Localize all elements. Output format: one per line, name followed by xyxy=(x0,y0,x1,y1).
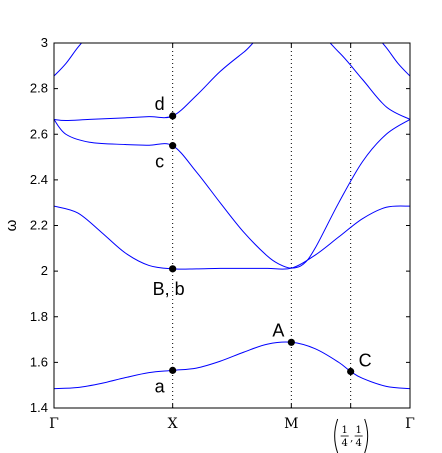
x-tick-label: X xyxy=(168,416,178,432)
point-label: B, b xyxy=(153,279,185,299)
marker-point xyxy=(287,338,295,346)
band-curve-2 xyxy=(54,205,410,270)
marker-point xyxy=(347,367,355,376)
y-tick-label: 1.8 xyxy=(30,309,48,324)
y-tick-label: 3 xyxy=(41,35,48,50)
point-label: a xyxy=(155,376,166,396)
y-tick-label: 2.8 xyxy=(30,81,48,96)
point-label: A xyxy=(272,320,284,340)
frac-num: 1 xyxy=(341,425,347,436)
frac-num: 1 xyxy=(355,425,361,436)
point-label: C xyxy=(359,351,372,371)
marker-point xyxy=(169,112,177,120)
y-tick-label: 2.6 xyxy=(30,126,48,141)
band-curve-6 xyxy=(381,43,410,77)
band-curve-4 xyxy=(54,43,410,122)
y-tick-label: 2 xyxy=(41,263,48,278)
band-curve-3 xyxy=(54,118,410,269)
left-paren xyxy=(334,418,339,453)
y-axis-ticks: 1.4 1.6 1.8 2 2.2 2.4 2.6 2.8 3 xyxy=(30,35,410,415)
band-curve-5 xyxy=(54,43,83,77)
x-axis-ticks: Γ X M 14,14Γ xyxy=(49,43,415,453)
right-paren xyxy=(364,418,369,453)
x-tick-label: Γ xyxy=(405,416,415,432)
point-label: d xyxy=(155,94,165,114)
marked-points: a B, b c d A C xyxy=(153,94,372,396)
band-curve-1 xyxy=(54,341,410,390)
marker-point xyxy=(169,265,177,273)
frac-den: 4 xyxy=(355,438,361,449)
x-tick-label: M xyxy=(284,416,298,432)
point-label: c xyxy=(155,152,164,172)
x-tick-label: Γ xyxy=(49,416,59,432)
y-tick-label: 1.6 xyxy=(30,354,48,369)
y-tick-label: 2.4 xyxy=(30,172,48,187)
plot-frame xyxy=(53,42,411,409)
symmetry-point-guides xyxy=(172,43,352,408)
frac-comma: , xyxy=(350,433,353,444)
frac-den: 4 xyxy=(341,438,347,449)
marker-point xyxy=(169,366,177,374)
marker-point xyxy=(169,142,177,150)
y-axis-label: ω xyxy=(3,219,20,231)
y-tick-label: 1.4 xyxy=(30,400,48,415)
band-curves xyxy=(54,43,410,390)
x-tick-label-fraction: 14,14 xyxy=(334,418,369,453)
y-tick-label: 2.2 xyxy=(30,218,48,233)
